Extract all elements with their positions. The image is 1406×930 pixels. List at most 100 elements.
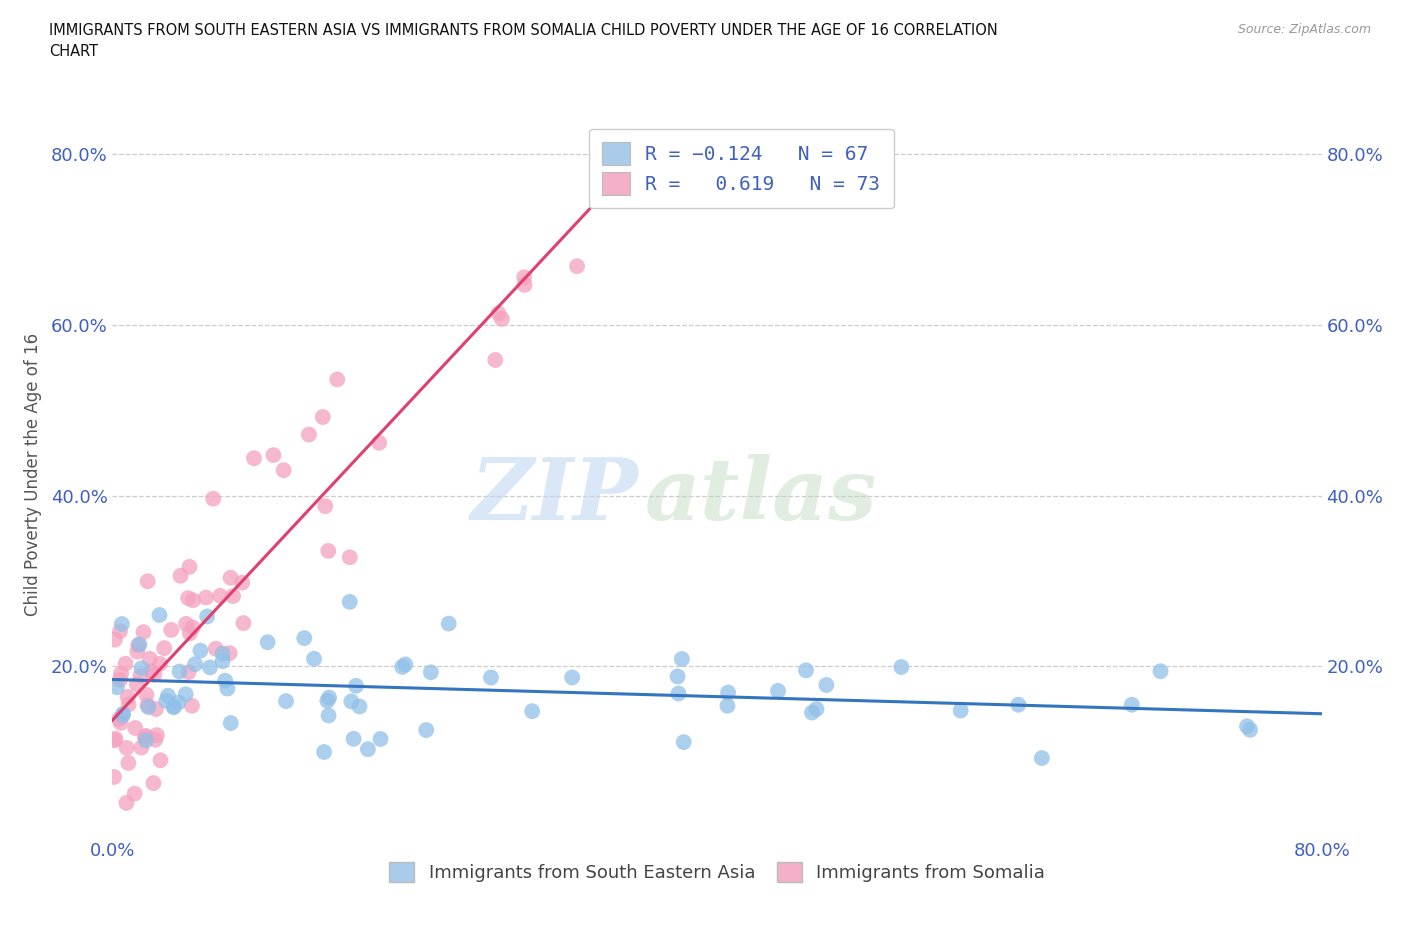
- Point: [1149, 664, 1171, 679]
- Point: [125, 677, 148, 692]
- Point: [222, 589, 245, 604]
- Point: [339, 550, 361, 565]
- Point: [218, 645, 240, 660]
- Point: [312, 409, 335, 424]
- Point: [479, 671, 502, 685]
- Point: [108, 624, 131, 639]
- Point: [132, 625, 155, 640]
- Point: [156, 688, 179, 703]
- Point: [491, 312, 513, 326]
- Point: [181, 620, 204, 635]
- Point: [195, 609, 218, 624]
- Text: ZIP: ZIP: [471, 455, 638, 538]
- Point: [211, 654, 233, 669]
- Text: CHART: CHART: [49, 44, 98, 59]
- Point: [1007, 698, 1029, 712]
- Point: [177, 591, 200, 605]
- Point: [104, 733, 127, 748]
- Point: [174, 617, 197, 631]
- Point: [561, 670, 583, 684]
- Point: [177, 665, 200, 680]
- Point: [153, 641, 176, 656]
- Point: [801, 705, 824, 720]
- Point: [181, 592, 204, 607]
- Point: [219, 570, 242, 585]
- Point: [339, 594, 361, 609]
- Point: [243, 451, 266, 466]
- Point: [211, 646, 233, 661]
- Point: [169, 568, 191, 583]
- Point: [357, 742, 380, 757]
- Point: [184, 657, 207, 671]
- Point: [124, 721, 146, 736]
- Point: [117, 689, 139, 704]
- Point: [103, 769, 125, 784]
- Point: [513, 270, 536, 285]
- Point: [1121, 698, 1143, 712]
- Point: [108, 711, 131, 726]
- Point: [205, 642, 228, 657]
- Point: [160, 622, 183, 637]
- Point: [340, 694, 363, 709]
- Point: [565, 259, 588, 273]
- Point: [118, 697, 141, 711]
- Point: [671, 652, 693, 667]
- Point: [131, 661, 153, 676]
- Point: [318, 690, 340, 705]
- Point: [437, 617, 460, 631]
- Point: [794, 663, 817, 678]
- Point: [181, 698, 204, 713]
- Point: [231, 576, 253, 591]
- Point: [136, 698, 159, 712]
- Point: [219, 715, 242, 730]
- Point: [108, 672, 131, 687]
- Point: [274, 694, 297, 709]
- Point: [136, 574, 159, 589]
- Point: [143, 668, 166, 683]
- Point: [522, 704, 544, 719]
- Point: [415, 723, 437, 737]
- Point: [1031, 751, 1053, 765]
- Point: [217, 681, 239, 696]
- Point: [190, 644, 212, 658]
- Text: atlas: atlas: [644, 455, 877, 538]
- Point: [128, 637, 150, 652]
- Point: [344, 678, 367, 693]
- Text: Source: ZipAtlas.com: Source: ZipAtlas.com: [1237, 23, 1371, 36]
- Point: [139, 651, 162, 666]
- Point: [198, 660, 221, 675]
- Point: [134, 730, 156, 745]
- Point: [142, 776, 165, 790]
- Point: [115, 740, 138, 755]
- Point: [716, 698, 738, 713]
- Point: [209, 589, 232, 604]
- Point: [370, 732, 392, 747]
- Point: [105, 680, 128, 695]
- Point: [672, 735, 695, 750]
- Point: [163, 699, 186, 714]
- Point: [145, 732, 167, 747]
- Point: [111, 617, 134, 631]
- Point: [391, 659, 413, 674]
- Point: [1236, 719, 1258, 734]
- Point: [815, 678, 838, 693]
- Point: [302, 651, 325, 666]
- Point: [114, 657, 136, 671]
- Point: [167, 695, 190, 710]
- Point: [127, 638, 149, 653]
- Point: [131, 740, 153, 755]
- Point: [149, 657, 172, 671]
- Point: [326, 372, 349, 387]
- Point: [202, 491, 225, 506]
- Point: [342, 731, 364, 746]
- Point: [163, 699, 186, 714]
- Point: [149, 752, 172, 767]
- Point: [127, 644, 149, 659]
- Point: [129, 668, 152, 683]
- Point: [318, 708, 340, 723]
- Point: [273, 463, 295, 478]
- Point: [949, 703, 972, 718]
- Point: [155, 694, 177, 709]
- Text: IMMIGRANTS FROM SOUTH EASTERN ASIA VS IMMIGRANTS FROM SOMALIA CHILD POVERTY UNDE: IMMIGRANTS FROM SOUTH EASTERN ASIA VS IM…: [49, 23, 998, 38]
- Point: [145, 701, 167, 716]
